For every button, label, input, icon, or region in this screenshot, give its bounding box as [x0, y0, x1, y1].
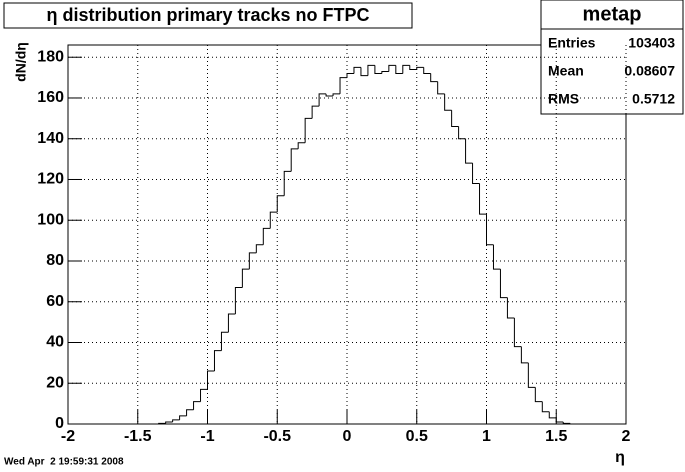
histogram-bin: [179, 415, 187, 420]
histogram-bin: [465, 138, 473, 164]
histogram-bin: [158, 422, 166, 424]
histogram-bin: [297, 142, 306, 149]
y-tick-label: 0: [55, 415, 64, 432]
histogram-bin: [367, 64, 375, 76]
histogram-bin: [388, 64, 396, 72]
histogram-bin: [276, 195, 285, 213]
histogram-bin: [451, 110, 459, 128]
histogram-bin: [311, 105, 320, 119]
histogram-bin: [374, 65, 382, 75]
x-tick-label: -0.5: [263, 428, 291, 445]
y-tick-label: 20: [46, 374, 64, 391]
footer: Wed Apr 2 19:59:31 2008: [4, 457, 124, 468]
histogram-bin: [416, 66, 424, 70]
y-tick-label: 180: [37, 48, 64, 65]
histogram-bin: [304, 117, 313, 143]
histogram-bin: [499, 269, 508, 299]
histogram-bin: [569, 423, 578, 425]
x-tick-label: 2: [622, 428, 631, 445]
histogram-bin: [423, 67, 431, 75]
histogram-bin: [437, 81, 445, 95]
title-box: [3, 2, 413, 29]
histogram-bin: [492, 244, 501, 270]
histogram-bin: [234, 286, 243, 314]
histogram-bin: [486, 214, 494, 246]
histogram-bin: [520, 346, 529, 364]
histogram-bin: [402, 64, 410, 74]
histogram-bin: [548, 411, 557, 419]
x-tick-label: 1: [482, 428, 491, 445]
stats-title: metap: [583, 3, 642, 25]
stats-label: Mean: [548, 63, 584, 79]
histogram-bin: [430, 73, 438, 83]
histogram-bin: [506, 297, 515, 319]
histogram-bin: [200, 388, 208, 402]
stats-label: Entries: [548, 35, 596, 51]
x-tick-label: -2: [61, 428, 75, 445]
stats-value: 0.5712: [632, 91, 675, 107]
histogram-bin: [346, 73, 354, 78]
histogram-bin: [353, 66, 361, 74]
y-tick-label: 160: [37, 89, 64, 106]
histogram-bin: [527, 362, 536, 388]
histogram-bin: [165, 421, 173, 424]
y-tick-label: 140: [37, 130, 64, 147]
histogram-bin: [241, 268, 250, 288]
stats-label: RMS: [548, 91, 579, 107]
histogram-bin: [290, 148, 299, 172]
histogram-bin: [472, 163, 480, 185]
histogram-bin: [248, 252, 257, 270]
x-tick-label: -1.5: [124, 428, 152, 445]
histogram-bin: [220, 331, 229, 351]
y-tick-label: 120: [37, 171, 64, 188]
chart-title: η distribution primary tracks no FTPC: [46, 5, 369, 25]
histogram-bin: [360, 67, 368, 77]
y-axis-label: dN/dη: [13, 42, 29, 82]
histogram-bin: [269, 211, 278, 229]
histogram-bin: [325, 93, 334, 97]
histogram-bin: [255, 244, 264, 253]
x-tick-label: 0: [343, 428, 352, 445]
histogram-bin: [186, 409, 194, 416]
stats-value: 103403: [628, 35, 675, 51]
histogram-bin: [458, 126, 466, 140]
histogram-bin: [227, 313, 236, 333]
histogram-bin: [541, 401, 550, 413]
y-tick-label: 100: [37, 211, 64, 228]
histogram-bin: [513, 318, 522, 348]
histogram-bin: [534, 387, 543, 403]
x-axis-label: η: [615, 449, 625, 466]
histogram-bin: [479, 183, 487, 215]
histogram-bin: [339, 77, 347, 94]
histogram-bin: [318, 93, 327, 107]
histogram-bin: [395, 65, 403, 75]
histogram-bin: [409, 65, 417, 70]
histogram-bin: [555, 417, 564, 423]
y-tick-label: 40: [46, 334, 64, 351]
y-tick-label: 60: [46, 293, 64, 310]
x-tick-label: 0.5: [406, 428, 428, 445]
histogram-bin: [193, 401, 201, 410]
histogram-bin: [562, 421, 571, 424]
histogram-bin: [207, 370, 215, 390]
histogram-bin: [283, 170, 292, 196]
stats-value: 0.08607: [624, 63, 675, 79]
x-tick-label: 1.5: [545, 428, 567, 445]
histogram-bin: [444, 93, 452, 111]
histogram-bin: [213, 350, 222, 372]
histogram-bin: [262, 227, 271, 245]
histogram-bin: [172, 419, 180, 422]
histogram-bin: [381, 70, 389, 74]
histogram-bin: [332, 93, 341, 96]
x-tick-label: -1: [200, 428, 214, 445]
y-tick-label: 80: [46, 252, 64, 269]
